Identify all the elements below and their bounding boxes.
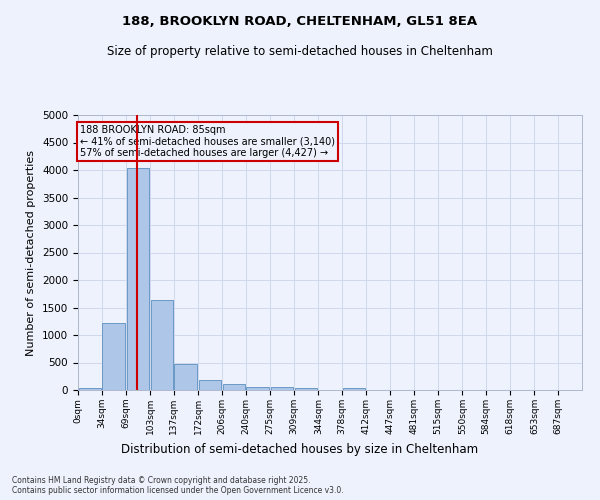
Bar xyxy=(343,388,365,390)
Bar xyxy=(79,388,101,390)
Text: 188 BROOKLYN ROAD: 85sqm
← 41% of semi-detached houses are smaller (3,140)
57% o: 188 BROOKLYN ROAD: 85sqm ← 41% of semi-d… xyxy=(80,125,335,158)
Bar xyxy=(295,388,317,390)
Y-axis label: Number of semi-detached properties: Number of semi-detached properties xyxy=(26,150,37,356)
Text: Size of property relative to semi-detached houses in Cheltenham: Size of property relative to semi-detach… xyxy=(107,45,493,58)
Text: Contains HM Land Registry data © Crown copyright and database right 2025.
Contai: Contains HM Land Registry data © Crown c… xyxy=(12,476,344,495)
Bar xyxy=(175,364,197,390)
Bar xyxy=(223,384,245,390)
Text: Distribution of semi-detached houses by size in Cheltenham: Distribution of semi-detached houses by … xyxy=(121,442,479,456)
Bar xyxy=(199,380,221,390)
Bar xyxy=(271,387,293,390)
Text: 188, BROOKLYN ROAD, CHELTENHAM, GL51 8EA: 188, BROOKLYN ROAD, CHELTENHAM, GL51 8EA xyxy=(122,15,478,28)
Bar xyxy=(127,168,149,390)
Bar xyxy=(103,323,125,390)
Bar xyxy=(151,300,173,390)
Bar xyxy=(247,386,269,390)
